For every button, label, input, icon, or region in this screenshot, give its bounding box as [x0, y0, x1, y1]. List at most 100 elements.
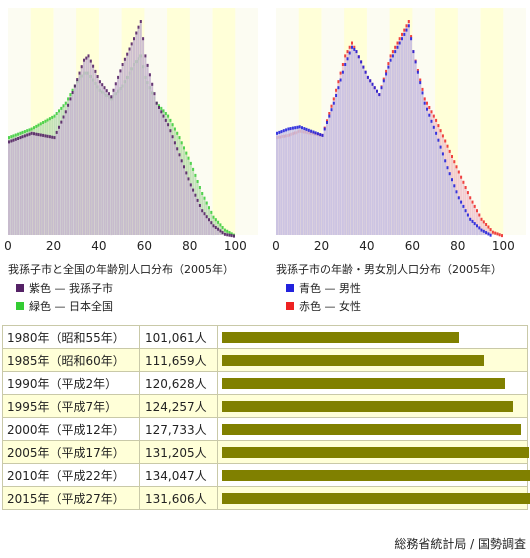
age-bar-cap	[307, 128, 310, 132]
age-bar	[307, 128, 310, 235]
legend-label: 緑色 — 日本全国	[29, 300, 113, 313]
age-bar	[223, 228, 226, 236]
legend-label: 青色 — 男性	[299, 282, 361, 295]
age-bar-cap	[487, 232, 490, 236]
population-cell: 124,257人	[139, 394, 218, 418]
population-cell: 127,733人	[139, 417, 218, 441]
age-bar	[410, 37, 413, 236]
age-bar-cap	[482, 220, 485, 224]
year-cell: 2000年（平成12年）	[2, 417, 140, 441]
age-bar-cap	[146, 63, 149, 67]
age-bar-cap	[14, 137, 17, 141]
age-bar	[94, 69, 97, 236]
legend-item-abiko: 紫色 — 我孫子市	[16, 280, 113, 296]
age-bar-cap	[437, 124, 440, 128]
age-bar-cap	[42, 121, 45, 124]
year-cell: 2005年（平成17年）	[2, 440, 140, 464]
age-bar-cap	[457, 170, 460, 174]
age-bar-cap	[160, 106, 163, 110]
population-bar	[222, 470, 530, 481]
age-bar-cap	[485, 223, 488, 226]
x-tick-label: 80	[450, 239, 465, 253]
age-bar-cap	[67, 103, 70, 107]
age-bar-cap	[128, 47, 131, 51]
age-bar-cap	[201, 209, 204, 213]
age-bar-cap	[42, 133, 45, 137]
age-bar	[169, 129, 172, 235]
age-bar	[328, 114, 331, 235]
age-bar	[89, 59, 92, 235]
age-bar-cap	[330, 108, 333, 112]
age-bar-cap	[328, 112, 331, 115]
age-bar-cap	[203, 212, 206, 216]
age-bar	[487, 225, 490, 235]
age-bar-cap	[92, 64, 95, 68]
age-bar-cap	[105, 89, 108, 93]
age-bar-cap	[357, 55, 360, 59]
age-bar-cap	[185, 151, 188, 155]
age-bar-cap	[391, 54, 394, 58]
age-bar	[121, 63, 124, 235]
x-tick-label: 100	[224, 239, 247, 253]
age-bar	[380, 86, 383, 235]
age-bar	[194, 193, 197, 235]
age-bar-cap	[203, 196, 206, 200]
age-bar-cap	[478, 213, 481, 217]
age-bar-cap	[435, 118, 438, 122]
age-bar-cap	[230, 234, 233, 238]
age-bar-cap	[319, 133, 322, 137]
age-bar	[178, 153, 181, 235]
age-bar-cap	[198, 204, 201, 207]
age-bar	[203, 212, 206, 235]
age-bar	[176, 147, 179, 235]
age-bar-cap	[491, 230, 494, 234]
age-bar	[489, 228, 492, 235]
age-bar-cap	[432, 125, 435, 129]
age-bar-cap	[462, 204, 465, 208]
age-bar-cap	[183, 146, 185, 150]
age-bar-cap	[219, 223, 222, 227]
age-bar	[401, 37, 403, 236]
series-我孫子市	[8, 20, 235, 238]
age-bar	[485, 223, 488, 235]
age-bar-cap	[46, 134, 49, 138]
age-bar	[439, 145, 442, 235]
age-bar	[114, 82, 117, 235]
age-bar-cap	[89, 59, 92, 63]
age-bar	[8, 140, 10, 235]
age-bar-cap	[94, 69, 97, 73]
table-row: 2000年（平成12年） 127,733人	[2, 417, 528, 441]
age-bar	[362, 65, 365, 235]
age-bar-cap	[133, 37, 135, 41]
age-bar-cap	[39, 122, 42, 126]
age-bar	[455, 190, 458, 235]
age-bar-cap	[480, 228, 483, 232]
age-bar	[419, 81, 422, 235]
age-bar-cap	[21, 135, 24, 139]
age-bar-cap	[194, 173, 197, 177]
age-bar-cap	[366, 75, 369, 79]
age-bar-cap	[62, 115, 65, 119]
x-tick-label: 100	[492, 239, 515, 253]
age-bar	[448, 172, 451, 235]
age-bar-cap	[471, 200, 474, 204]
year-cell: 2010年（平成22年）	[2, 463, 140, 487]
age-bar	[51, 135, 54, 235]
age-bar	[148, 73, 151, 235]
age-bar-cap	[394, 50, 397, 54]
age-bar	[10, 139, 13, 235]
age-bar-cap	[326, 121, 328, 124]
age-bar	[201, 209, 204, 235]
age-bar-cap	[51, 115, 54, 119]
age-bar-cap	[219, 229, 222, 233]
age-bar	[167, 123, 170, 235]
age-bar	[23, 134, 26, 235]
age-bar	[471, 219, 474, 235]
age-bar-cap	[60, 120, 63, 124]
age-bar	[158, 106, 160, 235]
age-bar-cap	[444, 159, 447, 163]
age-bar	[39, 133, 42, 235]
age-bar	[480, 228, 483, 236]
age-bar-cap	[21, 130, 24, 134]
age-bar	[171, 135, 174, 235]
